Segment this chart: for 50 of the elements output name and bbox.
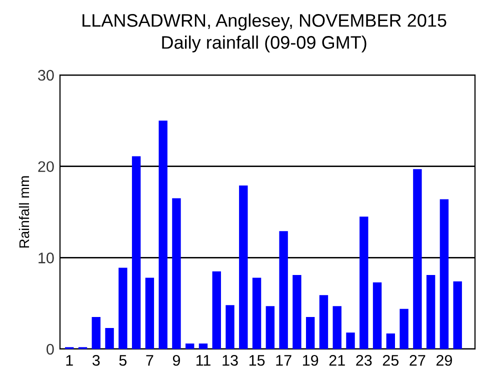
chart-subtitle: Daily rainfall (09-09 GMT): [162, 36, 366, 52]
bar: [118, 268, 128, 349]
bar: [360, 216, 368, 349]
bar: [279, 231, 288, 349]
bar: [319, 295, 328, 349]
bar: [172, 198, 181, 349]
bar: [105, 328, 114, 349]
x-tick-label: 17: [276, 355, 292, 366]
x-tick-label: 15: [249, 355, 265, 366]
x-tick-label: 21: [329, 354, 345, 366]
bar: [266, 306, 275, 349]
bar: [92, 317, 100, 349]
x-tick-label: 27: [410, 354, 426, 366]
bar: [198, 344, 208, 349]
bar: [386, 333, 396, 349]
y-tick-label: 30: [38, 70, 54, 81]
bar: [132, 156, 141, 349]
bar: [426, 275, 436, 349]
y-tick-label: 0: [46, 344, 54, 355]
x-tick-label: 19: [303, 354, 318, 366]
bar: [453, 281, 462, 349]
x-tick-label: 3: [92, 354, 100, 366]
x-tick-label: 11: [196, 355, 210, 366]
bar: [252, 278, 262, 349]
bar: [239, 186, 248, 349]
bar: [186, 344, 194, 349]
bar: [332, 306, 342, 349]
y-tick-label: 20: [38, 161, 54, 172]
x-tick-label: 5: [119, 355, 127, 366]
bar: [292, 275, 302, 349]
bar: [440, 199, 449, 349]
x-tick-label: 7: [146, 355, 154, 366]
x-tick-label: 23: [356, 354, 372, 366]
y-tick-label: 10: [38, 252, 54, 264]
bar: [306, 317, 315, 349]
bar: [212, 271, 221, 349]
bar: [145, 278, 154, 349]
bar: [226, 305, 234, 349]
bar: [400, 308, 408, 349]
bar: [372, 282, 382, 349]
chart-title: LLANSADWRN, Anglesey, NOVEMBER 2015: [82, 14, 446, 30]
y-axis-title: Rainfall mm: [18, 176, 30, 248]
bar: [158, 120, 168, 349]
bar: [413, 169, 422, 349]
x-tick-label: 1: [66, 355, 73, 366]
x-tick-label: 9: [172, 354, 180, 366]
x-tick-label: 13: [222, 354, 238, 366]
bar: [346, 332, 355, 349]
x-tick-label: 25: [382, 354, 399, 366]
x-tick-label: 29: [436, 354, 452, 366]
